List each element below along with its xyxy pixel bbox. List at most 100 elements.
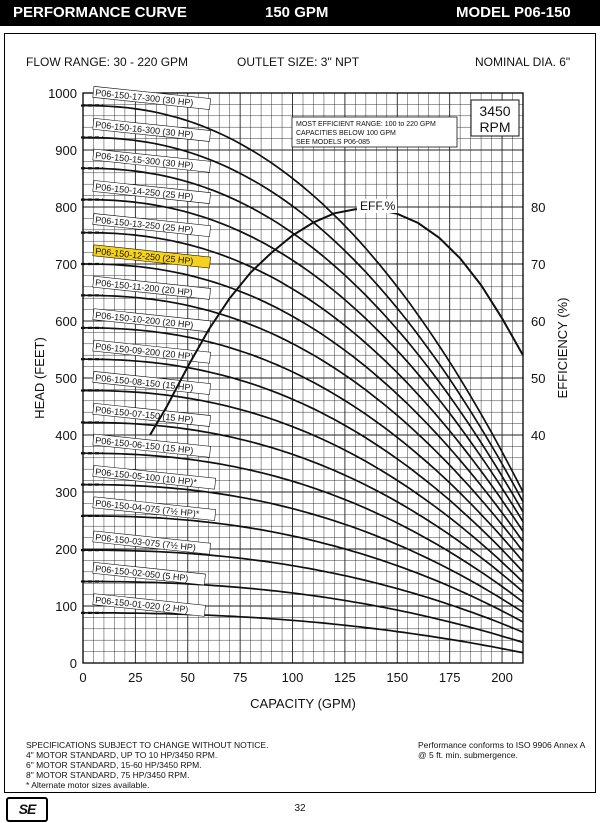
series-label-box <box>92 180 211 204</box>
spec-note: * Alternate motor sizes available. <box>26 780 150 790</box>
series-curve <box>82 326 524 563</box>
series-label-text: P06-150-13-250 (25 HP) <box>95 215 194 235</box>
series-label-text: P06-150-11-200 (20 HP) <box>95 277 193 297</box>
series-label-text: P06-150-09-200 (20 HP) <box>95 341 194 361</box>
grid-lines <box>82 92 524 664</box>
series-label-text: P06-150-06-150 (15 HP) <box>95 435 194 455</box>
header-title: PERFORMANCE CURVE <box>13 4 187 21</box>
series-label-box <box>92 275 211 300</box>
header-bar: PERFORMANCE CURVE 150 GPM MODEL P06-150 <box>0 0 600 26</box>
y-axis-title: HEAD (FEET) <box>32 337 47 419</box>
series-label-box <box>92 244 211 269</box>
series-curve <box>83 611 524 654</box>
flow-range-label: FLOW RANGE: 30 - 220 GPM <box>26 55 189 69</box>
series-label-box <box>92 371 211 395</box>
series-label-text: P06-150-16-300 (30 HP) <box>95 120 194 140</box>
nominal-diameter-label: NOMINAL DIA. 6" <box>475 55 571 69</box>
page-number: 32 <box>294 803 306 814</box>
series-curve <box>82 389 524 583</box>
efficiency-label-bg <box>357 199 397 213</box>
spec-note: 4" MOTOR STANDARD, UP TO 10 HP/3450 RPM. <box>26 750 218 760</box>
y2-tick-label: 60 <box>531 314 545 329</box>
series-label-box <box>92 402 211 427</box>
speed-label-unit: RPM <box>479 119 510 135</box>
series-label-box <box>92 117 211 142</box>
series-label-box <box>92 593 206 617</box>
series-label-text: P06-150-12-250 (25 HP) <box>95 246 194 266</box>
series-label-text: P06-150-07-150 (15 HP) <box>95 405 194 425</box>
y-tick-label: 600 <box>55 314 77 329</box>
speed-box <box>470 99 520 137</box>
efficient-range-note-line: MOST EFFICIENT RANGE: 100 to 220 GPM <box>296 121 436 128</box>
y-tick-label: 300 <box>55 485 77 500</box>
y-tick-label: 700 <box>55 257 77 272</box>
x-tick-label: 100 <box>282 670 304 685</box>
series-label-box <box>92 213 211 238</box>
series-curve <box>83 358 524 573</box>
y-tick-label: 900 <box>55 143 77 158</box>
series-curve <box>82 104 524 493</box>
series-label-box <box>92 465 217 490</box>
y-tick-label: 200 <box>55 542 77 557</box>
header-flow: 150 GPM <box>265 4 329 21</box>
iso-note-line: Performance conforms to ISO 9906 Annex A <box>418 740 586 750</box>
series-label-box <box>92 496 217 521</box>
series-curve <box>83 136 524 503</box>
series-curve <box>83 198 524 523</box>
series-label-text: P06-150-01-020 (2 HP) <box>95 595 189 615</box>
y-tick-label: 500 <box>55 371 77 386</box>
y2-tick-label: 70 <box>531 257 545 272</box>
series-curve <box>83 580 524 644</box>
y-tick-label: 800 <box>55 200 77 215</box>
y2-tick-label: 40 <box>531 428 545 443</box>
y2-tick-label: 50 <box>531 371 545 386</box>
series-curve <box>83 483 524 614</box>
y-tick-label: 100 <box>55 599 77 614</box>
speed-label: 3450 <box>479 103 510 119</box>
series-label-box <box>92 562 206 586</box>
x-tick-label: 50 <box>181 670 195 685</box>
x-tick-label: 200 <box>491 670 513 685</box>
series-label-text: P06-150-17-300 (30 HP) <box>95 88 194 108</box>
series-curve <box>83 515 524 623</box>
spec-notes: SPECIFICATIONS SUBJECT TO CHANGE WITHOUT… <box>26 740 268 790</box>
series-curve <box>82 452 524 603</box>
series-curve <box>82 294 524 552</box>
series-label-text: P06-150-14-250 (25 HP) <box>95 182 194 202</box>
y-tick-label: 1000 <box>48 86 77 101</box>
spec-note: SPECIFICATIONS SUBJECT TO CHANGE WITHOUT… <box>26 740 269 750</box>
y2-axis-title: EFFICIENCY (%) <box>555 298 570 399</box>
x-tick-label: 75 <box>233 670 247 685</box>
x-tick-label: 150 <box>386 670 408 685</box>
efficiency-label: EFF.% <box>360 199 396 213</box>
y2-tick-label: 80 <box>531 200 545 215</box>
efficient-range-note-line: CAPACITIES BELOW 100 GPM <box>296 130 396 137</box>
series-label-text: P06-150-10-200 (20 HP) <box>95 310 194 330</box>
iso-note: Performance conforms to ISO 9906 Annex A… <box>418 740 585 760</box>
series-label-box <box>92 530 211 555</box>
series-curve <box>82 167 524 513</box>
series-curve <box>83 549 524 633</box>
x-tick-label: 175 <box>439 670 461 685</box>
series-label-box <box>92 86 211 110</box>
x-tick-label: 0 <box>79 670 86 685</box>
iso-note-line: @ 5 ft. min. submergence. <box>418 750 518 760</box>
x-axis-title: CAPACITY (GPM) <box>250 696 356 711</box>
series-label-text: P06-150-02-050 (5 HP) <box>95 564 189 584</box>
series-label-box <box>92 433 211 458</box>
series-label-box <box>92 148 211 173</box>
series-curve <box>82 231 524 532</box>
outlet-size-label: OUTLET SIZE: 3" NPT <box>237 55 360 69</box>
y-tick-label: 400 <box>55 428 77 443</box>
spec-note: 6" MOTOR STANDARD, 15-60 HP/3450 RPM. <box>26 760 202 770</box>
series-curve <box>83 263 524 543</box>
chart-frame <box>4 33 596 793</box>
efficient-range-note-line: SEE MODELS P06-085 <box>296 139 370 146</box>
efficient-range-box <box>291 116 458 148</box>
y-tick-label: 0 <box>70 656 77 671</box>
x-tick-label: 25 <box>128 670 142 685</box>
brand-logo: SE <box>6 797 48 822</box>
series-label-box <box>92 339 211 364</box>
efficiency-curve <box>149 208 524 436</box>
